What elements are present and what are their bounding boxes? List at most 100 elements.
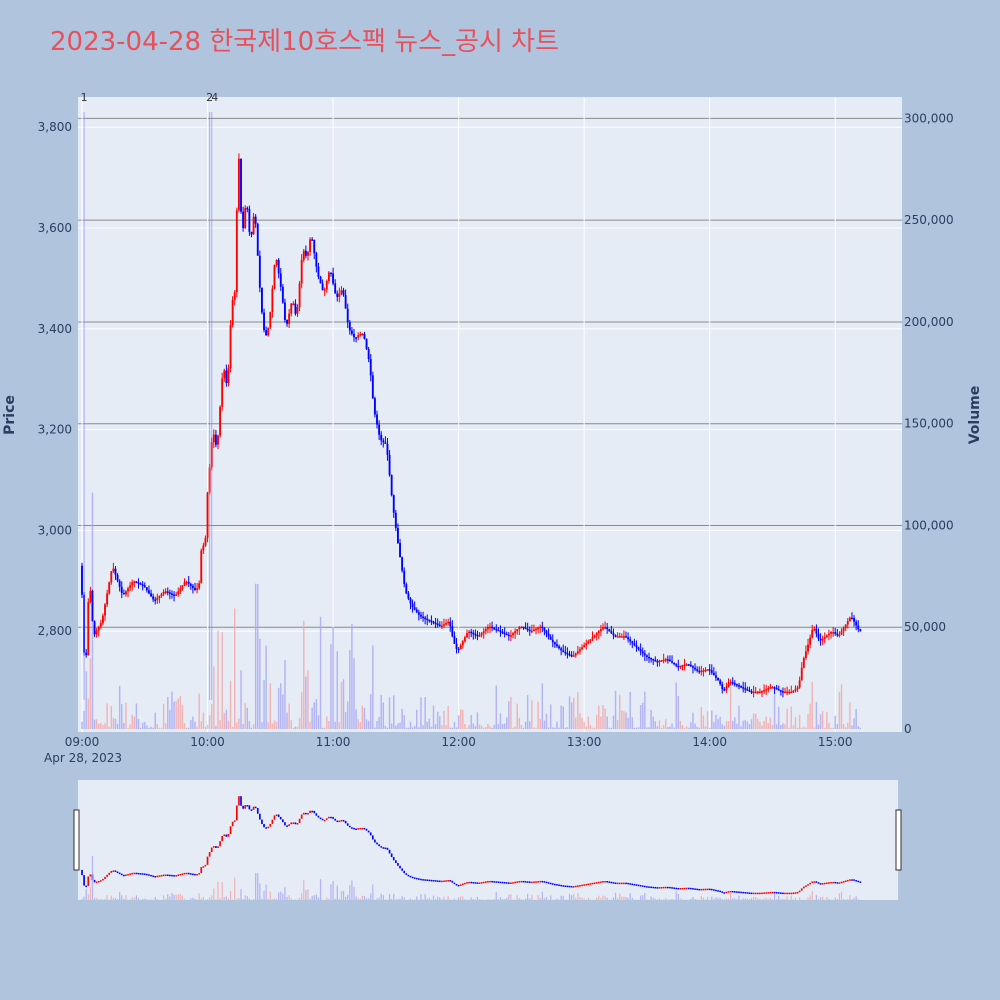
volume-bar bbox=[579, 713, 581, 729]
mini-volume-bar bbox=[361, 895, 363, 900]
mini-volume-bar bbox=[851, 899, 853, 900]
mini-candle bbox=[579, 885, 581, 887]
volume-bar bbox=[386, 727, 389, 729]
volume-bar bbox=[591, 727, 594, 729]
mini-volume-bar bbox=[234, 877, 236, 900]
volume-bar bbox=[821, 711, 824, 729]
volume-bar bbox=[334, 721, 336, 729]
volume-bar bbox=[355, 709, 357, 729]
candle-body bbox=[715, 675, 717, 678]
mini-candle bbox=[116, 871, 119, 874]
candle-body bbox=[675, 664, 678, 666]
mini-volume-bar bbox=[142, 898, 144, 900]
range-slider-right-handle[interactable] bbox=[895, 809, 902, 871]
volume-bar bbox=[365, 719, 368, 729]
volume-bar bbox=[696, 726, 698, 729]
mini-candle bbox=[369, 832, 372, 836]
mini-candle bbox=[692, 888, 694, 890]
candle-body bbox=[522, 626, 525, 629]
mini-volume-bar bbox=[190, 898, 192, 900]
candle-body bbox=[800, 667, 803, 681]
volume-bar bbox=[250, 727, 253, 729]
mini-volume-bar bbox=[154, 896, 156, 900]
mini-candle bbox=[754, 892, 757, 895]
volume-bars bbox=[81, 492, 862, 729]
mini-volume-bar bbox=[541, 891, 543, 900]
volume-bar bbox=[562, 706, 564, 729]
candle-body bbox=[474, 633, 477, 636]
mini-candle bbox=[238, 796, 240, 806]
mini-candle bbox=[738, 891, 740, 894]
mini-volume-bar bbox=[328, 898, 330, 900]
candle-body bbox=[367, 348, 370, 360]
candle-body bbox=[348, 322, 351, 331]
mini-candle bbox=[313, 810, 316, 814]
mini-volume-bar bbox=[711, 896, 713, 900]
candle-body bbox=[200, 550, 203, 584]
volume-bar bbox=[407, 727, 410, 729]
candle-body bbox=[106, 593, 109, 605]
candle-body bbox=[424, 617, 427, 620]
mini-volume-bar bbox=[275, 898, 278, 900]
candle-body bbox=[518, 627, 521, 630]
mini-volume-bar bbox=[612, 897, 615, 900]
candle-body bbox=[683, 664, 686, 667]
volume-bar bbox=[792, 725, 795, 729]
main-plot-area[interactable] bbox=[78, 97, 902, 732]
volume-bar bbox=[654, 721, 657, 729]
volume-bar bbox=[470, 714, 472, 729]
volume-bar bbox=[148, 727, 150, 729]
mini-volume-bar bbox=[780, 899, 782, 900]
candle-body bbox=[779, 690, 782, 692]
mini-candle bbox=[380, 846, 383, 848]
mini-candle bbox=[166, 874, 169, 877]
candle-body bbox=[595, 633, 598, 636]
volume-bar bbox=[610, 727, 613, 729]
mini-volume-bar bbox=[727, 898, 730, 900]
mini-volume-bar bbox=[761, 899, 763, 900]
range-slider-left-handle[interactable] bbox=[73, 809, 80, 871]
range-slider[interactable] bbox=[78, 780, 898, 900]
mini-candle bbox=[591, 882, 594, 885]
mini-volume-bar bbox=[575, 897, 577, 900]
candle-body bbox=[507, 634, 510, 637]
volume-bar bbox=[514, 726, 516, 729]
mini-volume-bar bbox=[596, 897, 598, 900]
mini-candle bbox=[340, 819, 343, 822]
mini-volume-bar bbox=[278, 892, 280, 900]
volume-bar bbox=[595, 714, 598, 729]
volume-bar bbox=[568, 696, 571, 729]
candle-body bbox=[445, 623, 448, 625]
mini-volume-bar bbox=[382, 895, 384, 900]
mini-volume-bar bbox=[229, 891, 232, 900]
mini-volume-bar bbox=[573, 894, 575, 900]
mini-volume-bar bbox=[177, 894, 179, 900]
volume-bar bbox=[342, 679, 345, 729]
mini-volume-bar bbox=[121, 895, 123, 900]
mini-candle bbox=[189, 873, 192, 875]
mini-candle bbox=[790, 892, 793, 895]
mini-candle bbox=[181, 873, 184, 875]
mini-candle bbox=[325, 818, 328, 820]
candle-body bbox=[717, 677, 720, 681]
mini-volume-bar bbox=[826, 896, 828, 900]
mini-candle bbox=[503, 882, 506, 884]
candle-body bbox=[407, 593, 410, 599]
mini-candle bbox=[108, 872, 111, 875]
candle-body bbox=[252, 216, 255, 235]
candle-body bbox=[608, 629, 611, 632]
volume-bar bbox=[393, 695, 395, 729]
volume-bar bbox=[765, 716, 767, 729]
mini-volume-bar bbox=[447, 895, 449, 900]
volume-bar bbox=[612, 715, 615, 729]
mini-volume-bar bbox=[340, 891, 343, 900]
candle-body bbox=[137, 582, 140, 584]
mini-volume-bar bbox=[393, 893, 395, 900]
candle-body bbox=[273, 264, 276, 289]
mini-volume-bar bbox=[748, 899, 751, 900]
candle-body bbox=[288, 313, 291, 324]
candle-body bbox=[244, 207, 247, 229]
candle-body bbox=[344, 295, 347, 309]
mini-volume-bar bbox=[706, 896, 709, 900]
candle-body bbox=[116, 574, 119, 581]
